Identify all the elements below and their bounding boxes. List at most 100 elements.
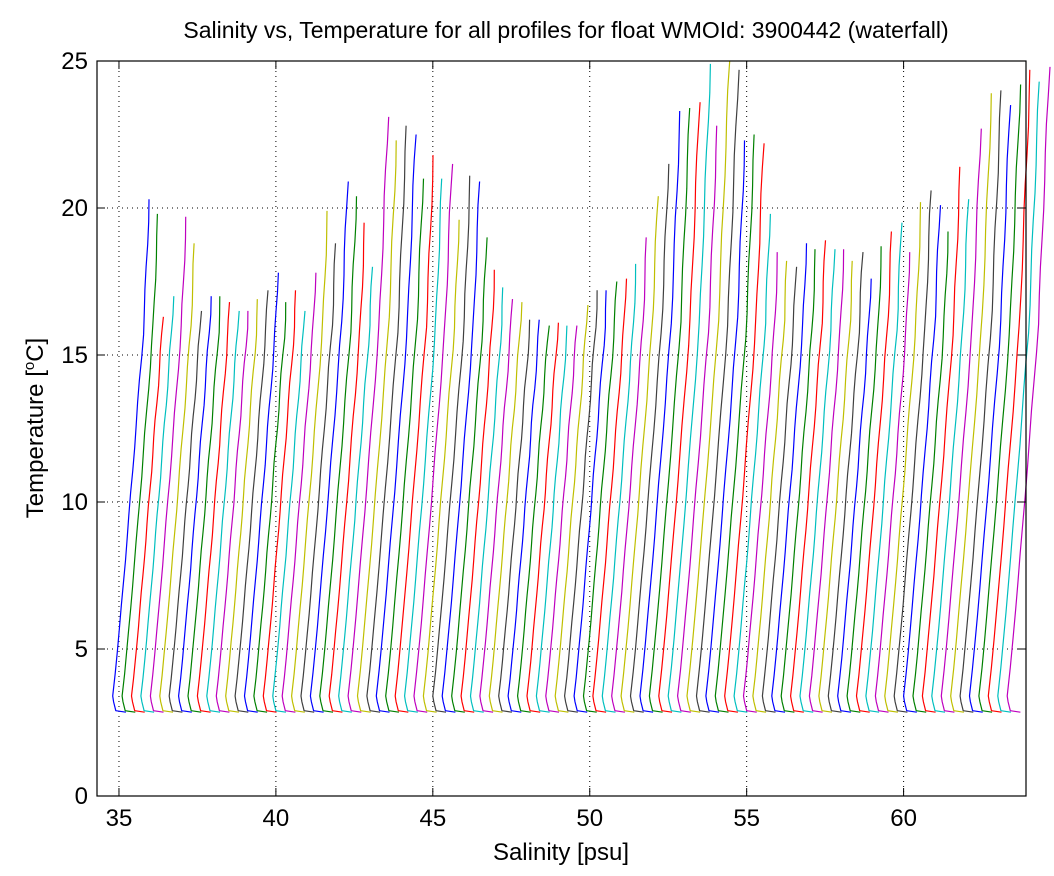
profile-line (818, 260, 853, 713)
profile-line (149, 216, 187, 713)
profile-line (262, 290, 297, 713)
profile-line (535, 325, 568, 713)
profile-line (554, 304, 589, 713)
x-axis-label: Salinity [psu] (493, 839, 629, 866)
profile-line (404, 178, 443, 713)
profile-line (573, 290, 607, 713)
profile-line (460, 269, 495, 713)
profile-line (714, 134, 755, 713)
profile-line (601, 263, 637, 713)
profile-line (987, 69, 1031, 713)
x-tick-label: 35 (106, 805, 133, 832)
profile-line (413, 163, 454, 713)
profile-line (140, 296, 175, 713)
profile-line (243, 272, 279, 713)
profile-line (827, 252, 864, 713)
profile-line (187, 296, 221, 713)
profile-line (356, 140, 397, 713)
profile-line (639, 110, 681, 713)
profile-line (545, 325, 578, 713)
profile-line (338, 266, 374, 713)
profile-line (620, 196, 659, 713)
y-axis-label-superscript: o (21, 362, 38, 370)
profile-line (742, 252, 778, 713)
profile-line (582, 281, 618, 713)
y-axis-label: Temperature [oC] (21, 338, 49, 518)
y-tick-label: 0 (75, 783, 88, 810)
profile-line (903, 205, 942, 713)
profile-line (225, 299, 258, 713)
profile-line (469, 287, 504, 713)
profile-line (686, 60, 731, 713)
profile-line (629, 163, 670, 713)
profile-line (394, 155, 434, 713)
profile-line (837, 278, 872, 713)
profile-line (215, 310, 249, 713)
profile-line (799, 249, 836, 713)
profile-line (855, 231, 892, 713)
profile-line (385, 178, 425, 713)
profile-line (253, 302, 287, 713)
profile-line (432, 175, 471, 713)
profile-line (874, 252, 911, 713)
profile-line (366, 125, 407, 713)
profile-line (1006, 66, 1051, 713)
y-tick-label: 20 (61, 195, 88, 222)
profile-line (130, 316, 164, 713)
profile-line (168, 310, 203, 713)
profile-line (564, 290, 598, 713)
x-tick-label: 55 (733, 805, 760, 832)
plot-frame (96, 60, 1027, 797)
profile-line (375, 134, 417, 713)
profile-line (997, 81, 1040, 713)
x-tick-label: 45 (419, 805, 446, 832)
profile-line (733, 213, 771, 713)
profile-line (790, 240, 827, 713)
profile-line (912, 231, 949, 713)
profile-line (112, 199, 150, 713)
profile-line (761, 266, 798, 713)
profile-line (677, 125, 718, 713)
profile-line (121, 213, 158, 713)
profile-line (517, 325, 550, 713)
profile-line (526, 322, 559, 713)
x-tick-label: 40 (263, 805, 290, 832)
profile-line (658, 102, 701, 713)
profile-line (921, 166, 961, 713)
profile-line (422, 219, 460, 713)
profile-line (667, 63, 711, 713)
profile-line (884, 202, 922, 713)
axis-ticks: 35 40 45 50 55 60 0 5 10 15 20 25 (61, 48, 1026, 832)
y-axis-label-unit: C] (22, 338, 49, 362)
profile-line (950, 93, 992, 713)
profile-line (451, 237, 488, 713)
profile-line (300, 243, 337, 713)
x-tick-label: 60 (890, 805, 917, 832)
profile-line (178, 296, 212, 713)
x-tick-label: 50 (576, 805, 603, 832)
profile-line (309, 181, 349, 713)
profile-line (780, 249, 816, 713)
y-tick-label: 15 (61, 342, 88, 369)
chart-title: Salinity vs, Temperature for all profile… (183, 17, 948, 43)
profile-line (159, 243, 195, 713)
profile-line (865, 222, 903, 713)
profile-line (206, 310, 240, 713)
profile-line (291, 210, 328, 713)
profile-line (771, 243, 808, 713)
profile-line (611, 237, 647, 713)
profile-line (724, 143, 765, 713)
profile-line (488, 302, 523, 713)
profile-line (328, 222, 365, 713)
profile-line (281, 272, 317, 713)
profile-line (940, 128, 982, 713)
profile-line (695, 69, 740, 713)
profile-line (319, 196, 358, 713)
profile-line (959, 90, 1002, 713)
profile-line (931, 199, 970, 713)
profile-line (752, 260, 788, 713)
profile-line (498, 319, 531, 713)
y-tick-label: 25 (61, 48, 88, 75)
